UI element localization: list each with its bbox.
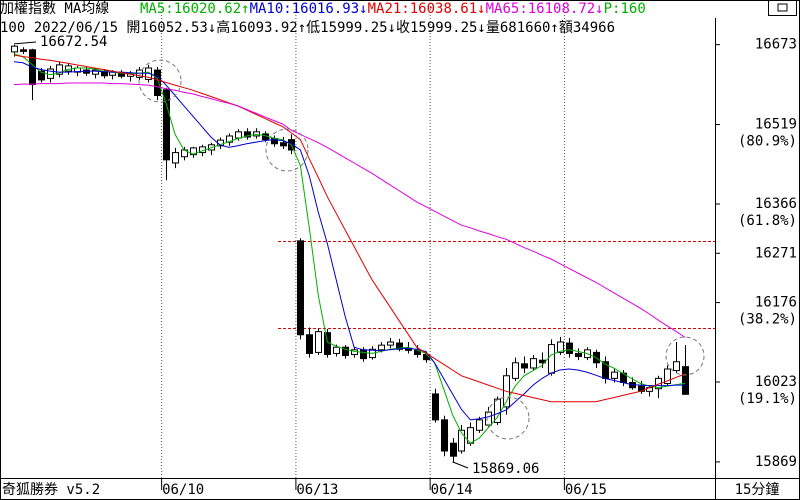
- fib-label: (61.8%): [738, 213, 797, 229]
- candle-body: [253, 131, 260, 137]
- price-panel: [716, 0, 800, 478]
- highlight-circle: [265, 128, 309, 172]
- candle-body: [396, 342, 403, 350]
- candle-body: [154, 69, 161, 96]
- fib-label: (19.1%): [738, 391, 797, 407]
- x-tick-label: 06/13: [296, 482, 338, 498]
- candle-body: [190, 147, 197, 156]
- axes: 06/10 06/13 06/14 06/15 16672.54 15869.06 1667…: [2, 34, 797, 498]
- y-tick-label: 16673: [755, 37, 797, 53]
- header: 加權指數 MA均線 MA5:16020.62↑MA10:16016.93↓MA21…: [0, 1, 646, 36]
- chart-title: 加權指數 MA均線: [0, 1, 109, 17]
- candle-body: [226, 135, 233, 143]
- candle-body: [664, 368, 671, 385]
- extra-label: P:160: [604, 1, 646, 17]
- ma-line: [13, 61, 686, 421]
- y-tick-label: 16366: [755, 196, 797, 212]
- legend-entry: MA5:16020.62↑: [140, 1, 250, 17]
- candle-body: [530, 358, 537, 369]
- candle-body: [280, 142, 287, 147]
- candle-body: [387, 341, 394, 346]
- candle-body: [611, 371, 618, 379]
- candle-body: [38, 70, 45, 81]
- candle-body: [56, 64, 63, 75]
- y-tick-label: 16271: [755, 245, 797, 261]
- candle-body: [521, 363, 528, 369]
- marks: [11, 44, 689, 462]
- y-tick-label: 16519: [755, 117, 797, 133]
- candle-body: [172, 152, 179, 164]
- candle-body: [306, 334, 313, 354]
- candle-body: [441, 419, 448, 452]
- y-tick-label: 15869: [755, 454, 797, 470]
- candle-body: [566, 342, 573, 354]
- highlight-circles: [138, 59, 705, 440]
- candle-body: [11, 45, 18, 53]
- fib-label: (38.2%): [738, 312, 797, 328]
- annotation-pointer: [13, 41, 37, 45]
- candle-body: [360, 349, 367, 360]
- legend-entry: MA10:16016.93↓: [250, 1, 368, 17]
- annotation: 15869.06: [472, 461, 539, 477]
- panel-button[interactable]: [768, 0, 797, 16]
- legend-entry: MA65:16108.72↓: [486, 1, 604, 17]
- fib-label: (80.9%): [738, 134, 797, 150]
- ma-line: [13, 82, 686, 338]
- ma-line: [13, 54, 686, 403]
- candle-body: [485, 411, 492, 426]
- x-tick-label: 06/15: [565, 482, 607, 498]
- candle-body: [575, 352, 582, 358]
- y-tick-label: 16023: [755, 374, 797, 390]
- candle-body: [315, 331, 322, 353]
- legend-entry: MA21:16038.61↓: [368, 1, 486, 17]
- x-tick-label: 06/14: [431, 482, 473, 498]
- candle-body: [476, 419, 483, 431]
- candle-body: [673, 361, 680, 372]
- candle-body: [682, 366, 689, 395]
- candle-body: [378, 344, 385, 351]
- candle-body: [235, 131, 242, 139]
- candle-body: [163, 89, 170, 161]
- x-tick-label: 06/10: [162, 482, 204, 498]
- candle-body: [333, 346, 340, 354]
- interval-label: 15分鐘: [735, 481, 780, 498]
- source-label: 奇狐勝券 v5.2: [2, 481, 100, 498]
- annotation: 16672.54: [40, 34, 107, 50]
- candle-body: [450, 442, 457, 457]
- candle-body: [548, 344, 555, 374]
- annotation-pointer: [452, 461, 469, 469]
- highlight-circle: [486, 396, 530, 440]
- candle-body: [92, 69, 99, 75]
- highlight-circle: [665, 336, 705, 376]
- candle-body: [512, 362, 519, 379]
- header-line: 加權指數 MA均線 MA5:16020.62↑MA10:16016.93↓MA21…: [0, 1, 646, 17]
- candle-body: [458, 429, 465, 452]
- candle-body: [432, 393, 439, 421]
- candle-body: [297, 240, 304, 336]
- candle-body: [342, 346, 349, 357]
- highlight-circle: [138, 59, 182, 103]
- y-tick-label: 16176: [755, 295, 797, 311]
- panel-button-icon: [777, 3, 788, 12]
- info-line: 100 2022/06/15 開16052.53↓高16093.92↑低1599…: [0, 19, 615, 36]
- candle-body: [20, 49, 27, 52]
- candle-body: [557, 341, 564, 353]
- candle-body: [244, 131, 251, 138]
